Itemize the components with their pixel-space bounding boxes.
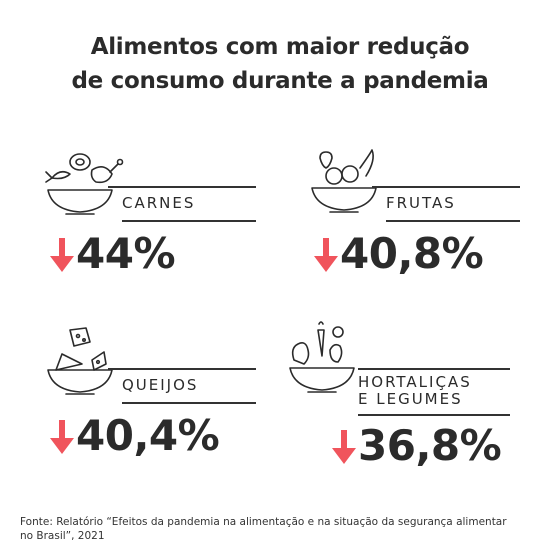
down-arrow-icon	[332, 430, 356, 464]
meat-icon	[45, 153, 124, 215]
cheese-bowl-icon	[47, 327, 113, 395]
reduction-value: 40,4%	[76, 411, 220, 460]
card-hortalicas-legumes: HORTALIÇAS E LEGUMES 36,8%	[284, 321, 514, 480]
divider-line	[122, 402, 256, 404]
category-label: QUEIJOS	[122, 376, 199, 394]
vegetables-icon	[289, 321, 355, 393]
source-note: Fonte: Relatório “Efeitos da pandemia na…	[20, 515, 550, 543]
down-arrow-icon	[314, 238, 338, 272]
card-carnes: CARNES 44%	[42, 148, 272, 298]
divider-line	[108, 186, 256, 188]
divider-line	[358, 414, 510, 416]
page-title: Alimentos com maior redução de consumo d…	[0, 30, 560, 98]
category-label: CARNES	[122, 194, 196, 212]
card-frutas: FRUTAS 40,8%	[306, 148, 536, 298]
category-label: HORTALIÇAS E LEGUMES	[358, 374, 472, 408]
card-queijos: QUEIJOS 40,4%	[42, 327, 272, 480]
category-label-line-1: HORTALIÇAS	[358, 373, 472, 391]
reduction-value: 44%	[76, 229, 176, 278]
category-label-line-2: E LEGUMES	[358, 390, 463, 408]
down-arrow-icon	[50, 420, 74, 454]
divider-line	[358, 368, 510, 370]
divider-line	[122, 220, 256, 222]
source-line-2: no Brasil”, 2021	[20, 530, 105, 542]
down-arrow-icon	[50, 238, 74, 272]
fruit-bowl-icon	[311, 149, 377, 213]
divider-line	[386, 220, 520, 222]
title-line-2: de consumo durante a pandemia	[71, 68, 489, 94]
source-line-1: Fonte: Relatório “Efeitos da pandemia na…	[20, 516, 507, 528]
reduction-value: 36,8%	[358, 421, 502, 470]
category-label: FRUTAS	[386, 194, 456, 212]
reduction-value: 40,8%	[340, 229, 484, 278]
divider-line	[108, 368, 256, 370]
title-line-1: Alimentos com maior redução	[90, 34, 470, 60]
divider-line	[372, 186, 520, 188]
